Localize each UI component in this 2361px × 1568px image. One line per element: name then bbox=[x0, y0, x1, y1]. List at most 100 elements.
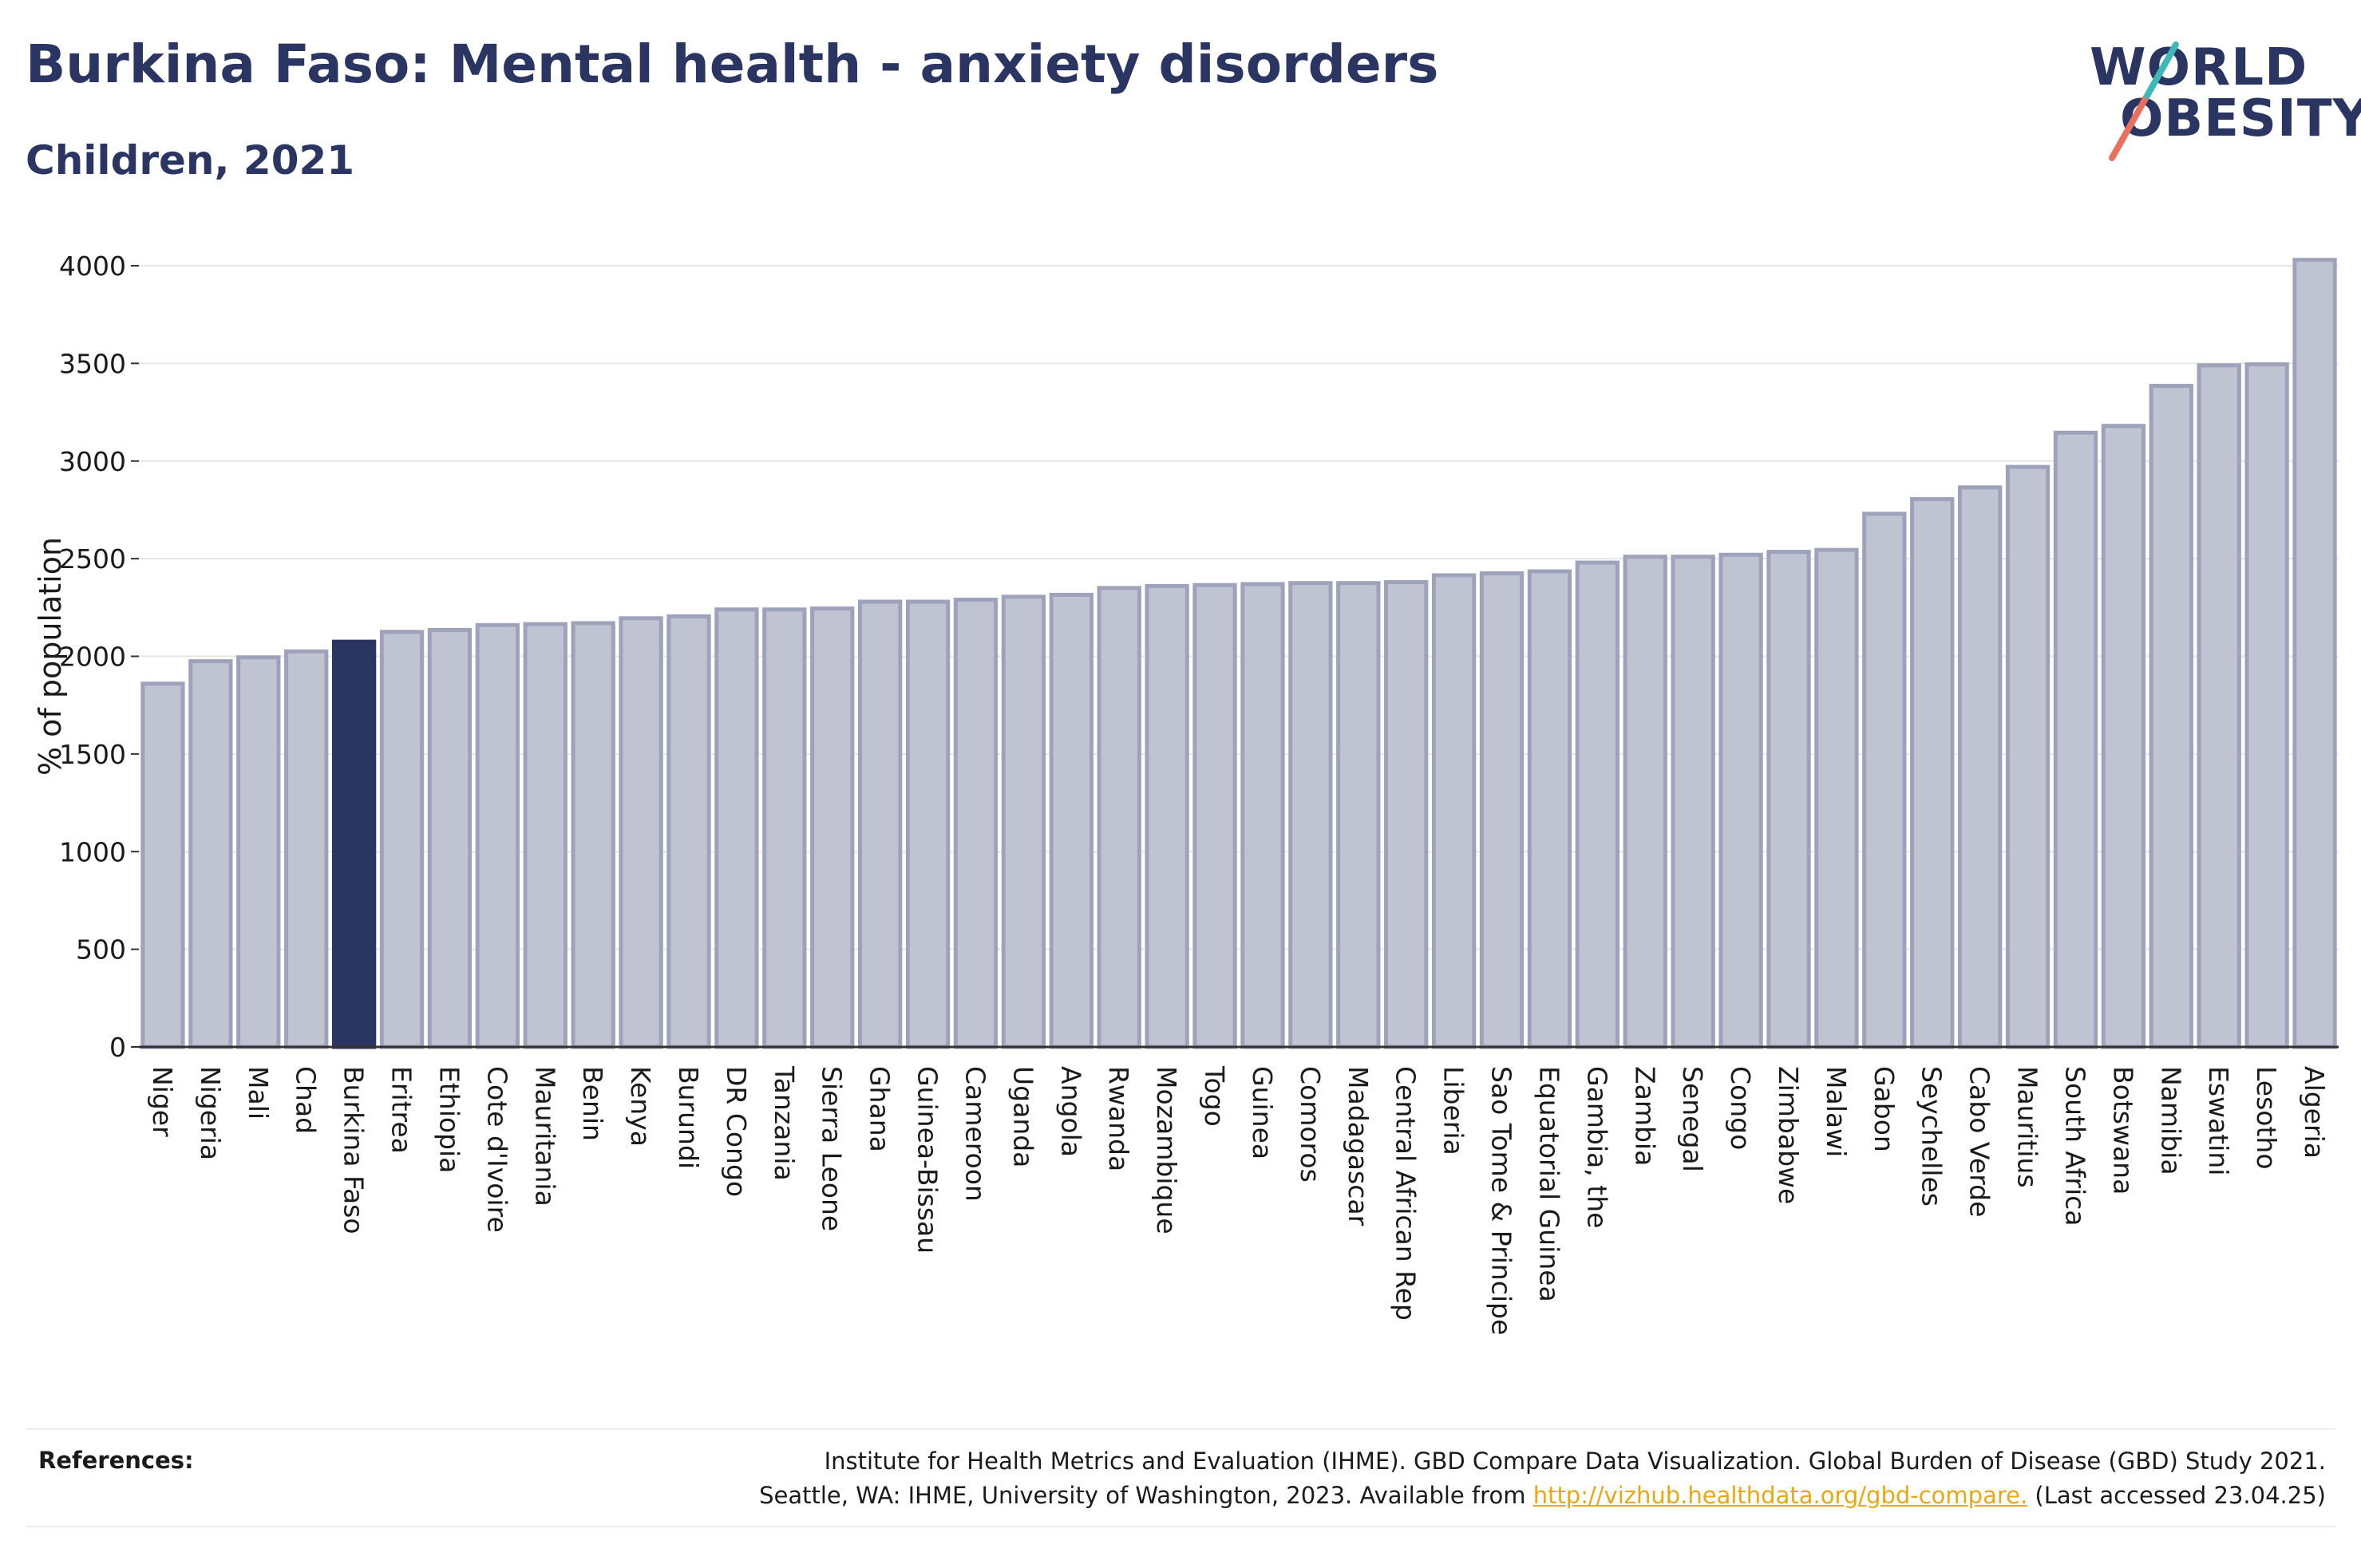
x-tick-label: Niger bbox=[147, 1066, 178, 1137]
y-tick-label: 3000 bbox=[59, 446, 126, 477]
bar bbox=[762, 607, 807, 1049]
x-tick-label: Ghana bbox=[864, 1066, 896, 1152]
bar bbox=[1718, 552, 1763, 1049]
references-label: References: bbox=[38, 1447, 194, 1474]
y-tick-label: 3500 bbox=[59, 348, 126, 379]
bar bbox=[284, 649, 329, 1049]
x-tick-label: Congo bbox=[1725, 1066, 1756, 1150]
bar bbox=[1001, 594, 1046, 1049]
references-line-2: Seattle, WA: IHME, University of Washing… bbox=[650, 1479, 2326, 1513]
bar bbox=[619, 616, 663, 1049]
references-line-2-end: (Last accessed 23.04.25) bbox=[2027, 1482, 2326, 1509]
x-tick-label: Mozambique bbox=[1151, 1066, 1182, 1234]
x-tick-label: Gabon bbox=[1869, 1066, 1900, 1152]
references-bottom-divider bbox=[26, 1526, 2335, 1527]
x-tick-label: Sierra Leone bbox=[817, 1066, 848, 1231]
x-tick-label: Guinea bbox=[1247, 1066, 1278, 1159]
x-tick-label: Comoros bbox=[1295, 1066, 1326, 1183]
references-line-2-start: Seattle, WA: IHME, University of Washing… bbox=[759, 1482, 1533, 1509]
x-tick-label: Cote d'Ivoire bbox=[481, 1066, 512, 1233]
bar bbox=[1766, 550, 1811, 1049]
bar bbox=[379, 630, 425, 1049]
y-tick-label: 4000 bbox=[59, 251, 126, 282]
bar bbox=[140, 681, 185, 1049]
x-tick-label: Gambia, the bbox=[1581, 1066, 1612, 1228]
bar bbox=[953, 598, 999, 1049]
x-tick-label: Chad bbox=[291, 1066, 322, 1134]
bar bbox=[236, 655, 281, 1049]
bar-highlight bbox=[331, 639, 377, 1049]
x-tick-label: Guinea-Bissau bbox=[912, 1066, 943, 1254]
x-tick-label: DR Congo bbox=[721, 1066, 752, 1197]
bar bbox=[1288, 581, 1333, 1049]
y-tick-label: 1500 bbox=[59, 739, 126, 770]
world-obesity-logo: WORLD OBESITY bbox=[2083, 32, 2361, 168]
x-tick-label: Mali bbox=[243, 1066, 274, 1120]
x-tick-label: Namibia bbox=[2155, 1066, 2186, 1175]
x-tick-label: Madagascar bbox=[1343, 1066, 1374, 1226]
x-tick-label: Malawi bbox=[1821, 1066, 1852, 1157]
logo-line-2: OBESITY bbox=[2120, 89, 2361, 148]
bar bbox=[1671, 555, 1715, 1049]
x-tick-label: Algeria bbox=[2299, 1066, 2330, 1159]
x-tick-label: Tanzania bbox=[769, 1065, 800, 1181]
x-tick-label: Kenya bbox=[625, 1066, 656, 1147]
x-tick-label: Benin bbox=[577, 1066, 608, 1141]
x-tick-label: Central African Rep bbox=[1390, 1066, 1422, 1321]
x-tick-label: Togo bbox=[1199, 1065, 1230, 1127]
x-tick-label: Botswana bbox=[2107, 1066, 2138, 1195]
x-tick-label: Equatorial Guinea bbox=[1533, 1066, 1564, 1302]
y-tick-label: 1000 bbox=[59, 836, 126, 867]
bars bbox=[140, 258, 2337, 1049]
bar bbox=[2292, 258, 2337, 1049]
bar bbox=[810, 606, 855, 1049]
references-link[interactable]: http://vizhub.healthdata.org/gbd-compare… bbox=[1532, 1482, 2028, 1509]
bar bbox=[188, 659, 233, 1049]
x-tick-label: Cameroon bbox=[959, 1066, 991, 1202]
bar bbox=[475, 622, 520, 1049]
references-top-divider bbox=[26, 1428, 2335, 1430]
page-subtitle: Children, 2021 bbox=[26, 137, 355, 184]
bar bbox=[2149, 384, 2193, 1049]
bar bbox=[1527, 569, 1572, 1049]
bar bbox=[2197, 363, 2241, 1049]
y-tick-label: 0 bbox=[109, 1032, 126, 1063]
bar bbox=[1049, 592, 1093, 1049]
bar bbox=[1814, 547, 1859, 1049]
bar bbox=[1479, 571, 1525, 1049]
bar bbox=[523, 622, 568, 1049]
bar bbox=[1957, 485, 2003, 1049]
bar bbox=[1431, 573, 1477, 1049]
x-tick-label: Sao Tome & Principe bbox=[1486, 1066, 1517, 1335]
bar bbox=[427, 627, 473, 1049]
y-tick-label: 2000 bbox=[59, 642, 126, 673]
bar bbox=[857, 599, 903, 1049]
x-tick-label: South Africa bbox=[2059, 1066, 2090, 1226]
bar bbox=[2244, 362, 2289, 1049]
bar bbox=[1623, 555, 1667, 1049]
references-text: Institute for Health Metrics and Evaluat… bbox=[650, 1444, 2326, 1513]
x-tick-label: Rwanda bbox=[1103, 1066, 1134, 1171]
x-tick-label: Zambia bbox=[1629, 1066, 1660, 1166]
x-tick-label: Nigeria bbox=[195, 1066, 226, 1160]
x-tick-label: Uganda bbox=[1007, 1066, 1038, 1167]
bar bbox=[1862, 511, 1907, 1049]
x-tick-labels: Niger Nigeria Mali Chad Burkina Faso Eritrea E… bbox=[147, 1065, 2330, 1335]
logo-slash-icon bbox=[2109, 41, 2179, 161]
bar bbox=[1145, 583, 1189, 1049]
x-tick-label: Burundi bbox=[673, 1066, 704, 1169]
x-tick-label: Eritrea bbox=[386, 1066, 417, 1154]
logo-line-1: WORLD bbox=[2090, 38, 2308, 97]
y-tick-labels: 0 500 1000 1500 2000 2500 3000 3500 4000 bbox=[59, 251, 139, 1063]
bar bbox=[2101, 424, 2146, 1049]
x-tick-label: Angola bbox=[1055, 1066, 1086, 1157]
bar bbox=[1192, 583, 1237, 1049]
y-tick-label: 500 bbox=[76, 934, 126, 966]
x-tick-label: Lesotho bbox=[2251, 1066, 2282, 1170]
x-tick-label: Mauritius bbox=[2012, 1066, 2043, 1188]
y-tick-label: 2500 bbox=[59, 543, 126, 575]
bar bbox=[714, 607, 759, 1049]
x-tick-label: Burkina Faso bbox=[338, 1066, 370, 1234]
x-tick-label: Zimbabwe bbox=[1773, 1066, 1804, 1204]
